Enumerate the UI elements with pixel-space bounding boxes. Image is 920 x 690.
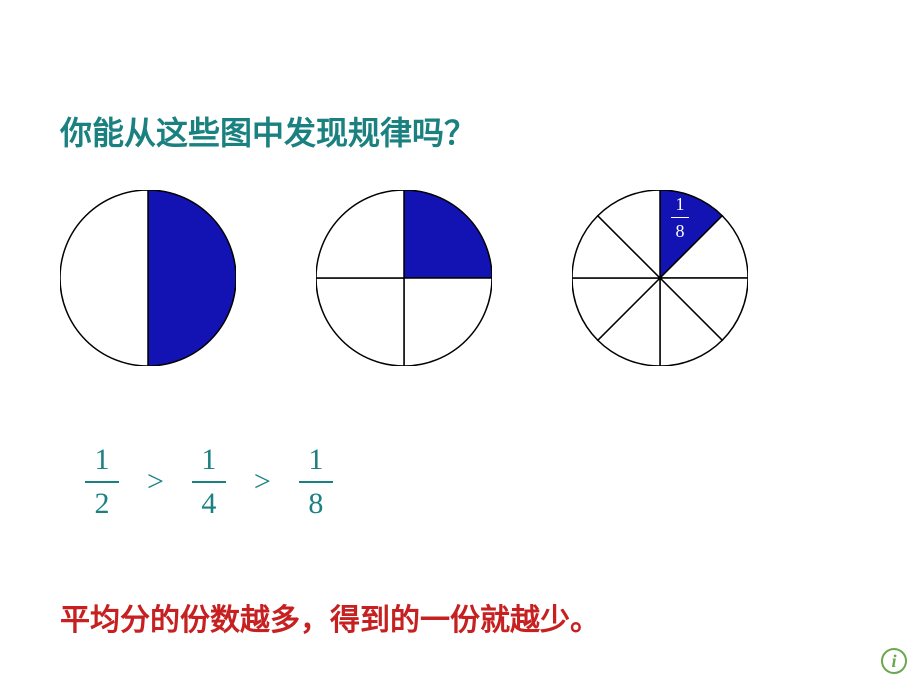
fraction-circle: 14 [316, 190, 492, 366]
fraction-circle: 18 [572, 190, 748, 366]
inequality-fraction: 14 [192, 445, 226, 519]
inequality-fraction: 12 [85, 445, 119, 519]
slice-fraction-label: 18 [671, 195, 689, 240]
fraction-circle: 12 [60, 190, 236, 366]
info-icon[interactable]: i [880, 647, 908, 680]
inequality-operator: > [119, 465, 192, 499]
heading-text: 你能从这些图中发现规律吗？ [60, 108, 476, 154]
svg-text:i: i [891, 651, 896, 671]
slice-fraction-label: 12 [102, 240, 132, 293]
inequality-row: 12>14>18 [85, 445, 333, 519]
circles-row: 12 14 18 [60, 190, 748, 366]
conclusion-text: 平均分的份数越多，得到的一份就越少。 [60, 595, 600, 639]
inequality-operator: > [226, 465, 299, 499]
inequality-fraction: 18 [299, 445, 333, 519]
info-icon-svg: i [880, 647, 908, 675]
slice-fraction-label: 14 [381, 210, 403, 259]
